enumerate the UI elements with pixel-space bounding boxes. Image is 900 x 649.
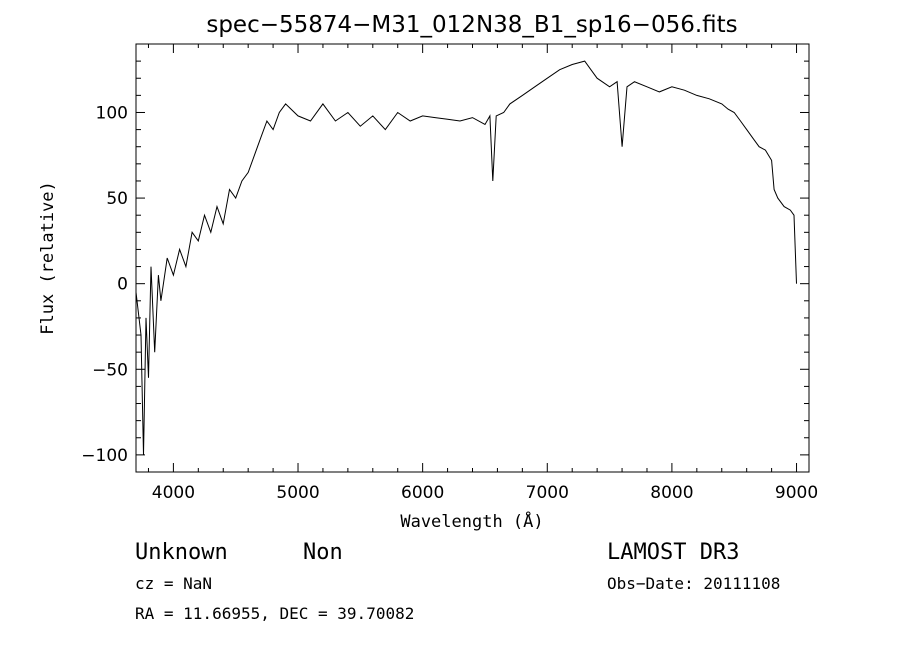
observation-date: Obs−Date: 20111108 [607,574,780,593]
coordinates: RA = 11.66955, DEC = 39.70082 [135,604,414,623]
info-block: Unknown Non LAMOST DR3 cz = NaN Obs−Date… [135,540,780,623]
object-class: Unknown [135,540,228,565]
x-tick-label: 7000 [526,483,569,503]
redshift-value: cz = NaN [135,574,212,593]
y-tick-label: 0 [117,275,128,295]
y-tick-label: 50 [106,189,128,209]
plot-area: 4000 5000 6000 7000 8000 9000 −100 −50 0 50 100 [81,43,818,503]
plot-frame [135,43,810,473]
axis-ticks [136,43,809,473]
y-axis-label: Flux (relative) [38,181,58,335]
x-tick-label: 4000 [152,483,195,503]
object-subclass: Non [303,540,343,565]
x-tick-label: 8000 [650,483,693,503]
x-tick-label: 6000 [401,483,444,503]
x-tick-label: 9000 [775,483,818,503]
x-tick-label: 5000 [276,483,319,503]
y-tick-label: −100 [81,446,128,466]
y-tick-label: 100 [96,103,128,123]
survey-name: LAMOST DR3 [607,540,739,565]
x-axis-label: Wavelength (Å) [400,510,543,532]
chart-title: spec−55874−M31_012N38_B1_sp16−056.fits [206,12,737,38]
axis-tick-labels: 4000 5000 6000 7000 8000 9000 −100 −50 0 50 100 [81,103,818,503]
y-tick-label: −50 [92,360,128,380]
spectrum-line [135,60,797,455]
